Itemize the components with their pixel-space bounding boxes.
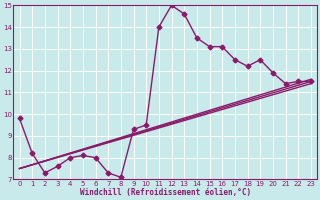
X-axis label: Windchill (Refroidissement éolien,°C): Windchill (Refroidissement éolien,°C) [80, 188, 251, 197]
